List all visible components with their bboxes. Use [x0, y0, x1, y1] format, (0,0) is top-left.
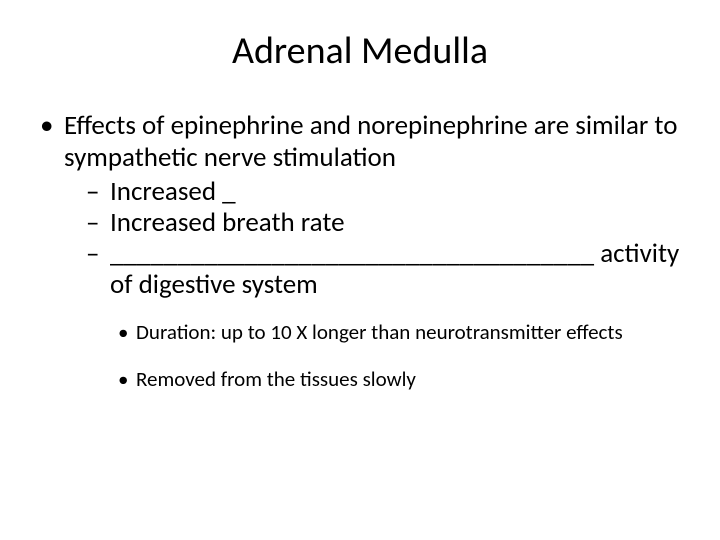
list-item-text: Increased _: [110, 175, 236, 208]
list-item-text: Removed from the tissues slowly: [136, 366, 416, 392]
bullet-list-level3: Duration: up to 10 X longer than neurotr…: [64, 320, 684, 392]
bullet-list-level2: Increased _ Increased breath rate ______…: [64, 176, 684, 300]
list-item-text: Increased breath rate: [110, 206, 345, 239]
list-item-text: ____________________________________ act…: [110, 237, 679, 301]
list-item: Increased breath rate: [82, 207, 684, 238]
list-item: ____________________________________ act…: [82, 238, 684, 300]
slide: Adrenal Medulla Effects of epinephrine a…: [0, 0, 720, 540]
list-item: Removed from the tissues slowly: [116, 367, 684, 392]
list-item-text: Duration: up to 10 X longer than neurotr…: [136, 319, 623, 345]
list-item-text: Effects of epinephrine and norepinephrin…: [64, 109, 677, 174]
bullet-list-level1: Effects of epinephrine and norepinephrin…: [36, 110, 684, 392]
list-item: Effects of epinephrine and norepinephrin…: [36, 110, 684, 392]
list-item: Duration: up to 10 X longer than neurotr…: [116, 320, 684, 345]
page-title: Adrenal Medulla: [36, 28, 684, 74]
list-item: Increased _: [82, 176, 684, 207]
